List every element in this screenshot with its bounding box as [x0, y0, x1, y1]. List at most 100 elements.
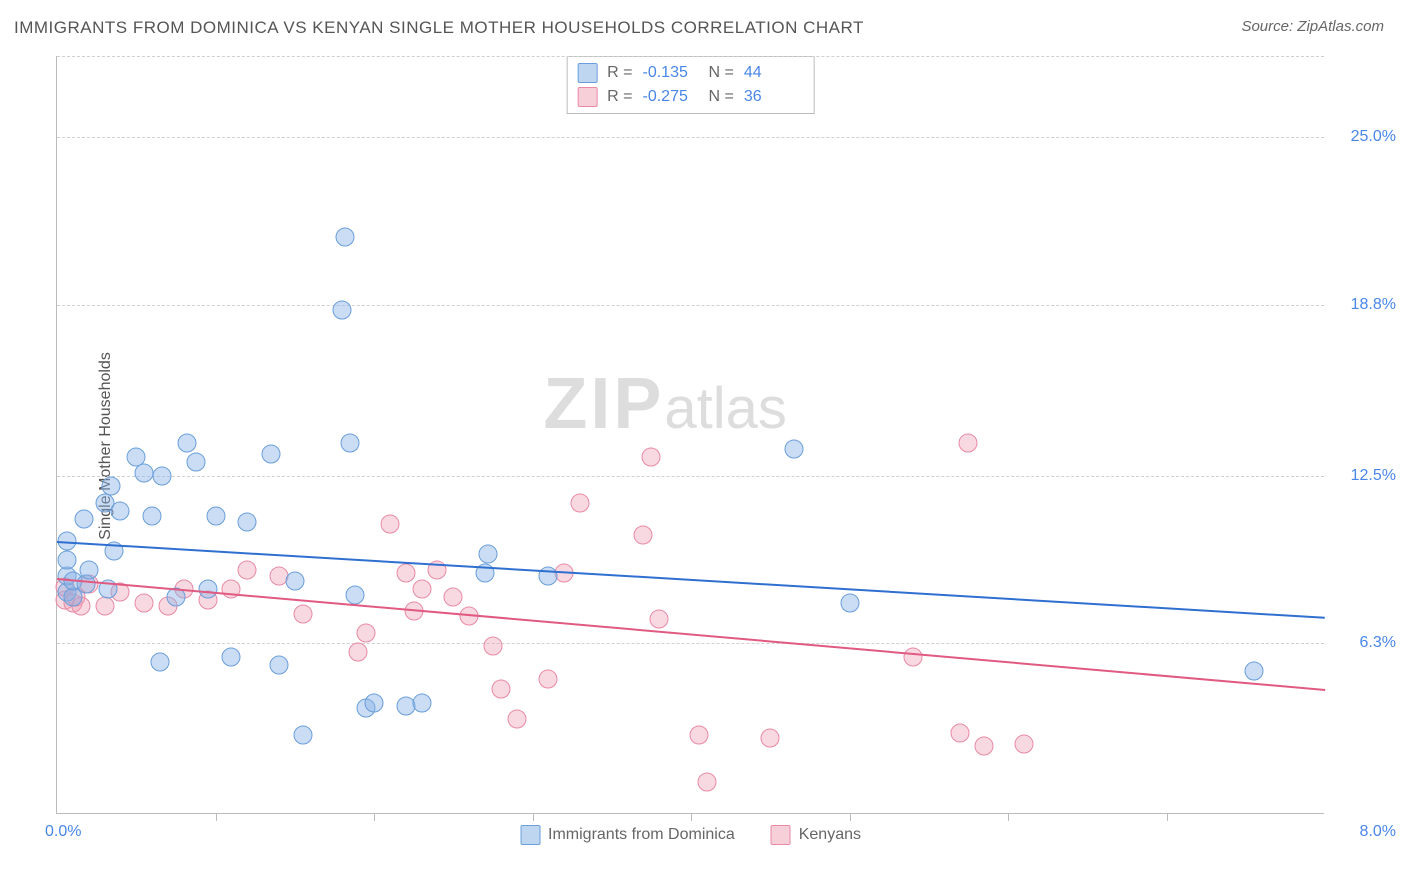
x-tick [533, 813, 534, 821]
trend-line [57, 578, 1325, 691]
scatter-point [111, 501, 130, 520]
legend: Immigrants from Dominica Kenyans [520, 825, 861, 845]
scatter-point [412, 580, 431, 599]
scatter-point [238, 512, 257, 531]
x-tick [691, 813, 692, 821]
grid-line [57, 476, 1324, 477]
n-label: N = [709, 61, 734, 85]
y-tick-label: 12.5% [1332, 467, 1396, 485]
r-label: R = [607, 61, 632, 85]
n-label: N = [709, 85, 734, 109]
scatter-point [135, 593, 154, 612]
grid-line [57, 56, 1324, 57]
scatter-point [444, 588, 463, 607]
scatter-point [152, 466, 171, 485]
legend-item-blue: Immigrants from Dominica [520, 825, 735, 845]
x-tick [850, 813, 851, 821]
scatter-point [975, 737, 994, 756]
scatter-point [74, 509, 93, 528]
scatter-point [396, 564, 415, 583]
chart-container: IMMIGRANTS FROM DOMINICA VS KENYAN SINGL… [0, 0, 1406, 892]
watermark-atlas: atlas [664, 376, 787, 441]
plot-area: ZIPatlas R = -0.135 N = 44 R = -0.275 N … [56, 56, 1324, 814]
grid-line [57, 643, 1324, 644]
scatter-point [380, 515, 399, 534]
scatter-point [345, 585, 364, 604]
scatter-point [198, 580, 217, 599]
scatter-point [143, 507, 162, 526]
scatter-point [365, 694, 384, 713]
scatter-point [479, 545, 498, 564]
scatter-point [222, 647, 241, 666]
scatter-point [349, 642, 368, 661]
r-value-pink: -0.275 [643, 85, 699, 109]
scatter-point [222, 580, 241, 599]
stats-box: R = -0.135 N = 44 R = -0.275 N = 36 [566, 56, 815, 114]
scatter-point [79, 561, 98, 580]
scatter-point [785, 439, 804, 458]
scatter-point [333, 301, 352, 320]
scatter-point [261, 444, 280, 463]
scatter-point [135, 463, 154, 482]
stats-row-pink: R = -0.275 N = 36 [577, 85, 800, 109]
n-value-blue: 44 [744, 61, 800, 85]
legend-swatch-pink-icon [771, 825, 791, 845]
x-max-label: 8.0% [1360, 823, 1396, 841]
scatter-point [571, 493, 590, 512]
scatter-point [187, 453, 206, 472]
legend-label-blue: Immigrants from Dominica [548, 826, 735, 844]
swatch-blue-icon [577, 63, 597, 83]
scatter-point [689, 726, 708, 745]
scatter-point [238, 561, 257, 580]
scatter-point [57, 550, 76, 569]
x-tick [216, 813, 217, 821]
scatter-point [357, 623, 376, 642]
scatter-point [293, 604, 312, 623]
scatter-point [285, 572, 304, 591]
scatter-point [507, 710, 526, 729]
scatter-point [650, 610, 669, 629]
scatter-point [761, 729, 780, 748]
x-tick [374, 813, 375, 821]
scatter-point [903, 647, 922, 666]
legend-item-pink: Kenyans [771, 825, 861, 845]
scatter-point [951, 723, 970, 742]
scatter-point [101, 477, 120, 496]
scatter-point [412, 694, 431, 713]
scatter-point [483, 637, 502, 656]
scatter-point [1014, 734, 1033, 753]
scatter-point [95, 596, 114, 615]
chart-title: IMMIGRANTS FROM DOMINICA VS KENYAN SINGL… [14, 18, 864, 38]
x-tick [1167, 813, 1168, 821]
scatter-point [1244, 661, 1263, 680]
r-value-blue: -0.135 [643, 61, 699, 85]
r-label: R = [607, 85, 632, 109]
watermark-zip: ZIP [543, 364, 664, 444]
legend-label-pink: Kenyans [799, 826, 861, 844]
grid-line [57, 305, 1324, 306]
watermark: ZIPatlas [543, 363, 787, 445]
n-value-pink: 36 [744, 85, 800, 109]
swatch-pink-icon [577, 87, 597, 107]
y-tick-label: 6.3% [1332, 634, 1396, 652]
scatter-point [491, 680, 510, 699]
scatter-point [336, 228, 355, 247]
source-credit: Source: ZipAtlas.com [1241, 18, 1384, 35]
scatter-point [206, 507, 225, 526]
scatter-point [634, 526, 653, 545]
x-min-label: 0.0% [45, 823, 81, 841]
scatter-point [697, 772, 716, 791]
scatter-point [840, 593, 859, 612]
scatter-point [959, 434, 978, 453]
legend-swatch-blue-icon [520, 825, 540, 845]
stats-row-blue: R = -0.135 N = 44 [577, 61, 800, 85]
scatter-point [539, 669, 558, 688]
scatter-point [269, 656, 288, 675]
scatter-point [293, 726, 312, 745]
y-tick-label: 25.0% [1332, 128, 1396, 146]
scatter-point [151, 653, 170, 672]
y-tick-label: 18.8% [1332, 296, 1396, 314]
scatter-point [341, 434, 360, 453]
scatter-point [177, 434, 196, 453]
grid-line [57, 137, 1324, 138]
